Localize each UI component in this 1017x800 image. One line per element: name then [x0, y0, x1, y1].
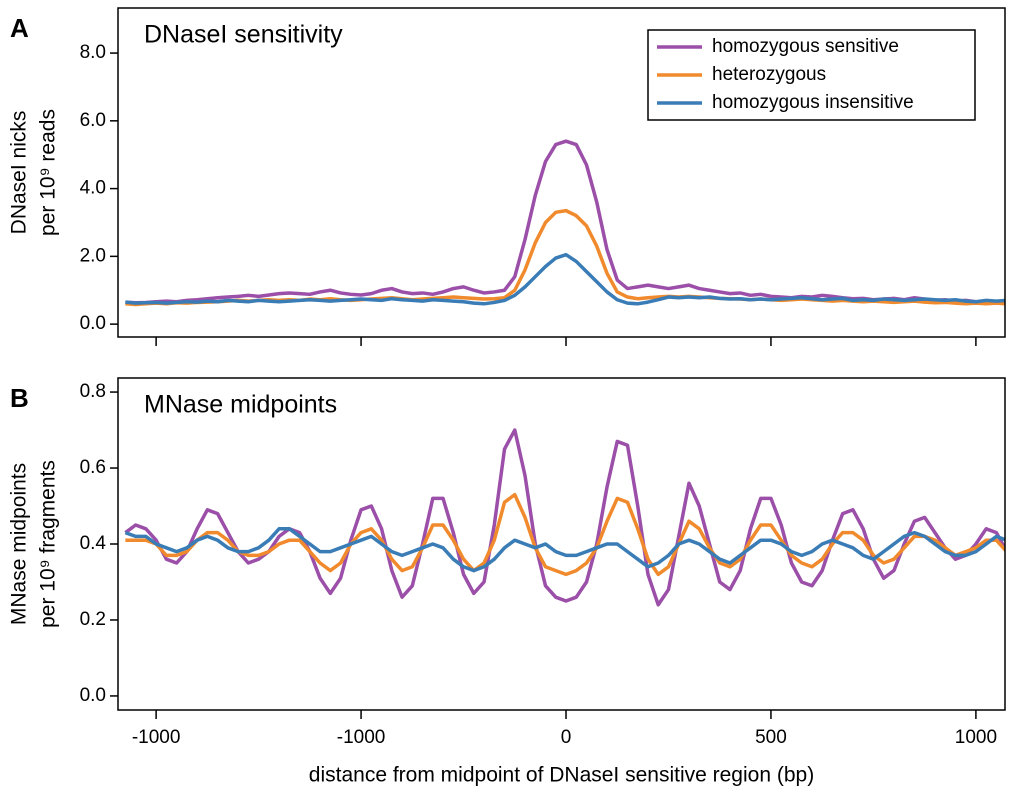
y-tick-label: 0.2 [80, 609, 106, 630]
panel-label: A [10, 13, 29, 43]
y-tick-label: 0.4 [80, 533, 107, 554]
y-tick-label: 0.8 [80, 381, 106, 402]
x-tick-label: -1000 [132, 727, 181, 748]
y-tick-label: 0.0 [80, 685, 106, 706]
legend-label: homozygous insensitive [712, 92, 914, 113]
panel-title: MNase midpoints [144, 391, 337, 419]
x-tick-label: 0 [561, 727, 572, 748]
data-line [124, 527, 1005, 573]
data-line [125, 139, 1005, 305]
legend-label: homozygous sensitive [712, 36, 899, 57]
y-tick-label: 0.0 [80, 313, 106, 334]
y-axis-label: per 10⁹ fragments [37, 460, 60, 628]
x-tick-label: -1000 [337, 727, 386, 748]
data-line [125, 252, 1005, 306]
plot-frame [117, 377, 1006, 711]
y-axis-label: per 10⁹ reads [37, 109, 60, 236]
plot-frame [117, 7, 1006, 338]
x-tick-label: 1000 [955, 727, 997, 748]
panel-title: DNaseI sensitivity [144, 21, 343, 49]
legend-frame [647, 29, 976, 121]
x-tick-label: 500 [755, 727, 787, 748]
y-tick-label: 8.0 [80, 42, 106, 63]
y-axis-label: MNase midpoints [8, 463, 31, 625]
legend-label: heterozygous [712, 64, 826, 85]
y-tick-label: 2.0 [80, 245, 106, 266]
x-axis-label: distance from midpoint of DNaseI sensiti… [309, 764, 814, 787]
y-tick-label: 6.0 [80, 110, 106, 131]
y-axis-label: DNaseI nicks [8, 111, 31, 235]
y-tick-label: 0.6 [80, 457, 106, 478]
data-line [125, 492, 1005, 577]
data-line [125, 208, 1005, 307]
y-tick-label: 4.0 [80, 178, 106, 199]
panel-label: B [10, 383, 29, 413]
data-line [124, 428, 1005, 607]
